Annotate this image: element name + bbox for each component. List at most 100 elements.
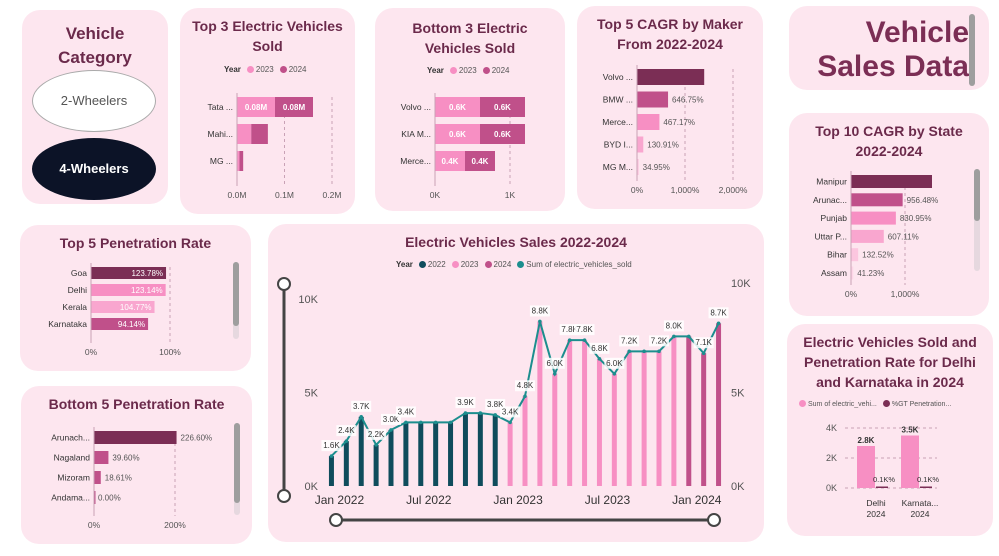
ev-sales-legend: Year 2022 2023 2024 Sum of electric_vehicles…: [396, 260, 632, 269]
category-label: Mahi...: [207, 129, 233, 139]
data-label: 123.78%: [131, 269, 163, 278]
top3-ev-title: Top 3 Electric Vehicles Sold: [192, 18, 343, 54]
bar: [91, 318, 149, 330]
category-label: 2024: [911, 509, 930, 519]
cagr-state-chart: 0% 1,000% Manipur Arunac... 956.48% Punjab 830…: [813, 171, 938, 299]
bar: [492, 414, 498, 486]
category-label: Kerala: [62, 302, 87, 312]
data-label: 4.8K: [517, 381, 534, 390]
bar: [94, 491, 96, 504]
bar: [477, 413, 483, 486]
bar: [91, 301, 155, 313]
cagr-state-scrollbar[interactable]: [974, 169, 980, 271]
four-wheelers-button[interactable]: 4-Wheelers: [32, 138, 156, 200]
data-label-bg: [559, 324, 580, 336]
bar: [596, 358, 602, 486]
x-tick-label: Jan 2024: [672, 493, 722, 507]
bar: [637, 91, 669, 108]
x-tick-label: 0%: [88, 520, 101, 530]
data-label: 3.8K: [487, 400, 504, 409]
y-tick-label-right: 0K: [731, 481, 745, 493]
x-tick-label: 1,000%: [671, 185, 700, 195]
x-tick-label: 200%: [164, 520, 186, 530]
data-label: 2.8K: [858, 436, 875, 445]
bar: [522, 396, 528, 486]
data-label-bg: [708, 307, 729, 319]
zoom-slider-handle[interactable]: [277, 277, 291, 291]
line-point: [701, 351, 706, 356]
data-label: 18.61%: [105, 474, 132, 483]
data-label: 830.95%: [900, 214, 932, 223]
time-slider-handle[interactable]: [707, 513, 721, 527]
data-label-bg: [663, 320, 684, 332]
bar: [239, 151, 244, 171]
x-tick-label: 1K: [505, 190, 516, 200]
line-point: [567, 338, 572, 342]
category-label: Punjab: [821, 213, 848, 223]
data-label: 226.60%: [181, 434, 213, 443]
line-point: [582, 338, 587, 342]
bottom3-ev-chart: 0K 1K Volvo ... 0.6K 0.6K KIA M... 0.6K 0.6K Mer…: [400, 93, 525, 200]
data-label: 7.1K: [695, 338, 712, 347]
category-label: BYD I...: [604, 140, 633, 150]
category-label: Volvo ...: [603, 72, 633, 82]
data-label: 2.2K: [368, 430, 385, 439]
data-label: 607.11%: [888, 232, 919, 241]
x-tick-label: Jul 2023: [585, 493, 631, 507]
bar: [448, 422, 454, 486]
bar: [656, 351, 662, 486]
bottom5-pen-scrollbar[interactable]: [234, 423, 240, 515]
bar: [343, 441, 349, 486]
page-title-line1: Vehicle: [865, 16, 969, 49]
line-point: [552, 372, 557, 376]
data-label: 3.5K: [902, 426, 919, 435]
top5-pen-scrollbar[interactable]: [233, 262, 239, 339]
two-wheelers-label: 2-Wheelers: [60, 93, 128, 108]
data-label: 0.6K: [494, 130, 511, 139]
data-label-bg: [649, 335, 669, 347]
x-tick-label: 0.0M: [228, 190, 247, 200]
line-point: [374, 443, 378, 447]
x-tick-label: Jan 2023: [493, 493, 543, 507]
data-label-bg: [619, 335, 640, 347]
category-label: Merce...: [602, 117, 633, 127]
bar: [552, 373, 558, 486]
line-point: [448, 420, 453, 425]
page-title: Vehicle Sales Data: [817, 16, 969, 84]
data-label: 6.0K: [606, 359, 623, 368]
y-tick-label: 4K: [826, 423, 837, 433]
category-label: Karnata...: [902, 498, 939, 508]
bar: [611, 373, 617, 486]
bar: [716, 323, 722, 486]
category-label: BMW ...: [603, 95, 633, 105]
x-tick-label: 0%: [85, 347, 98, 357]
data-label: 41.23%: [857, 269, 884, 278]
data-label: 0.4K: [472, 157, 489, 166]
y-tick-label: 5K: [305, 388, 319, 400]
bar: [567, 340, 573, 486]
bar: [851, 229, 884, 243]
data-label-bg: [529, 305, 550, 317]
two-wheelers-button[interactable]: 2-Wheelers: [32, 70, 156, 132]
bar: [94, 451, 109, 464]
bar: [582, 340, 588, 486]
category-label: MG ...: [210, 156, 233, 166]
cagr-state-card: Top 10 CAGR by State 2022-2024 0% 1,000% M…: [789, 113, 989, 316]
delhi-karnataka-legend: Sum of electric_vehi... %GT Penetration..…: [799, 400, 951, 408]
bar: [857, 446, 875, 488]
time-slider-handle[interactable]: [329, 513, 343, 527]
data-label-bg: [381, 413, 401, 425]
line-point: [478, 411, 483, 415]
top3-ev-legend: Year 2023 2024: [224, 65, 307, 74]
bar: [480, 124, 525, 144]
data-label: 3.7K: [353, 402, 370, 411]
data-label-bg: [395, 406, 416, 418]
bar: [626, 351, 632, 486]
bar: [435, 124, 480, 144]
zoom-slider-handle[interactable]: [277, 489, 291, 503]
data-label-bg: [544, 357, 565, 369]
header-scrollbar[interactable]: [969, 14, 975, 86]
data-label: 0.6K: [449, 103, 466, 112]
bar: [388, 429, 394, 486]
y-tick-label: 10K: [298, 294, 318, 306]
